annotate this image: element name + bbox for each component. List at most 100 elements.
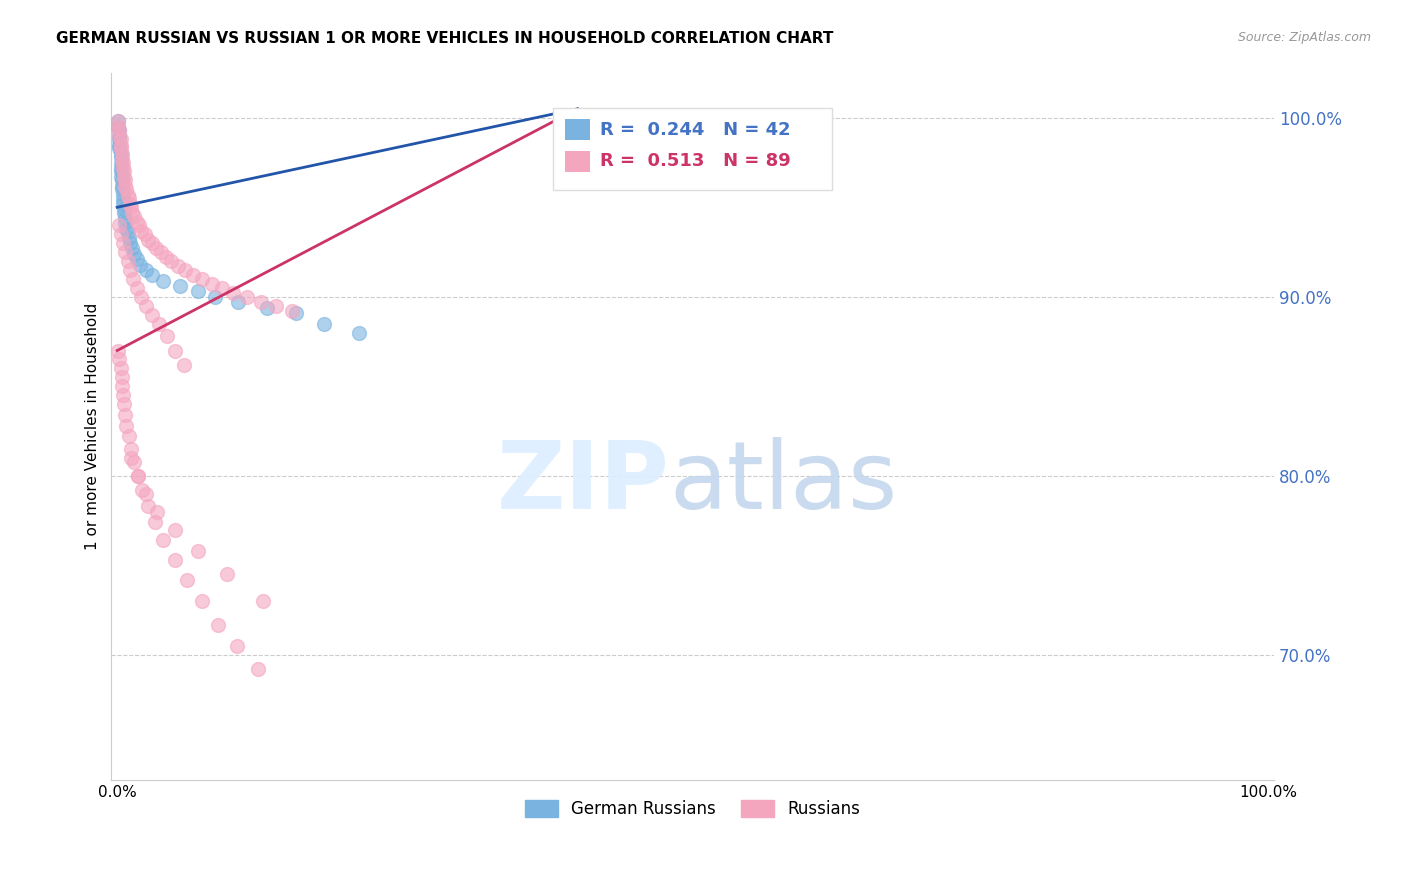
Point [163, 553, 186, 567]
Point [135, 299, 157, 313]
Text: Source: ZipAtlas.com: Source: ZipAtlas.com [1237, 31, 1371, 45]
Point [110, 161, 132, 175]
Point [222, 286, 245, 301]
Point [110, 150, 132, 164]
Point [112, 202, 135, 216]
Point [107, 114, 129, 128]
Point [131, 223, 153, 237]
Point [125, 281, 148, 295]
Point [155, 251, 177, 265]
Point [111, 370, 134, 384]
Point [108, 123, 131, 137]
Point [108, 128, 131, 143]
Point [118, 236, 141, 251]
Point [118, 191, 141, 205]
Point [125, 214, 148, 228]
Point [111, 173, 134, 187]
Point [111, 379, 134, 393]
Text: R =  0.513   N = 89: R = 0.513 N = 89 [600, 153, 790, 170]
Point [125, 252, 148, 267]
Legend: German Russians, Russians: German Russians, Russians [517, 794, 868, 825]
Point [117, 187, 139, 202]
Point [117, 254, 139, 268]
Point [314, 317, 336, 331]
Point [136, 233, 159, 247]
Point [211, 281, 233, 295]
Point [108, 141, 131, 155]
Point [191, 272, 214, 286]
Point [163, 523, 186, 537]
Text: GERMAN RUSSIAN VS RUSSIAN 1 OR MORE VEHICLES IN HOUSEHOLD CORRELATION CHART: GERMAN RUSSIAN VS RUSSIAN 1 OR MORE VEHI… [56, 31, 834, 46]
Text: ZIP: ZIP [496, 437, 669, 529]
Point [111, 182, 134, 196]
Point [118, 263, 141, 277]
Point [141, 308, 163, 322]
Point [114, 408, 136, 422]
Point [111, 187, 134, 202]
Point [347, 326, 370, 340]
Point [136, 500, 159, 514]
FancyBboxPatch shape [553, 108, 832, 190]
Point [110, 227, 132, 241]
Point [114, 178, 136, 193]
Point [127, 469, 149, 483]
Point [181, 268, 204, 283]
Point [236, 290, 259, 304]
Point [117, 225, 139, 239]
Point [111, 146, 134, 161]
Bar [565, 119, 591, 140]
Point [256, 301, 278, 315]
Point [149, 245, 172, 260]
Point [111, 388, 134, 402]
Point [152, 274, 174, 288]
Y-axis label: 1 or more Vehicles in Household: 1 or more Vehicles in Household [86, 303, 100, 550]
Point [207, 617, 229, 632]
Point [215, 567, 238, 582]
Point [111, 236, 134, 251]
Point [108, 352, 131, 367]
Point [121, 205, 143, 219]
Point [169, 279, 191, 293]
Point [111, 178, 134, 193]
Point [187, 285, 209, 299]
Point [108, 137, 131, 152]
Point [107, 343, 129, 358]
Point [163, 343, 186, 358]
Text: R =  0.244   N = 42: R = 0.244 N = 42 [600, 120, 790, 138]
Point [111, 161, 134, 175]
Point [264, 299, 287, 313]
Point [115, 418, 138, 433]
Point [191, 594, 214, 608]
Point [107, 120, 129, 134]
Point [110, 141, 132, 155]
Point [128, 218, 150, 232]
Point [135, 263, 157, 277]
Point [115, 221, 138, 235]
Point [122, 272, 145, 286]
Point [204, 290, 226, 304]
Point [107, 120, 129, 134]
Point [111, 155, 134, 169]
Point [200, 277, 222, 292]
Point [141, 236, 163, 251]
Point [145, 242, 167, 256]
Point [110, 361, 132, 376]
Point [252, 594, 274, 608]
Point [143, 516, 166, 530]
Point [167, 260, 190, 274]
Point [110, 146, 132, 161]
Point [135, 487, 157, 501]
Point [129, 258, 152, 272]
Point [187, 544, 209, 558]
Point [107, 114, 129, 128]
Point [120, 442, 142, 456]
Bar [565, 151, 591, 172]
Point [118, 429, 141, 443]
Point [284, 306, 307, 320]
Point [120, 200, 142, 214]
Point [108, 132, 131, 146]
Point [110, 137, 132, 152]
Point [225, 639, 247, 653]
Point [115, 182, 138, 196]
Point [226, 295, 249, 310]
